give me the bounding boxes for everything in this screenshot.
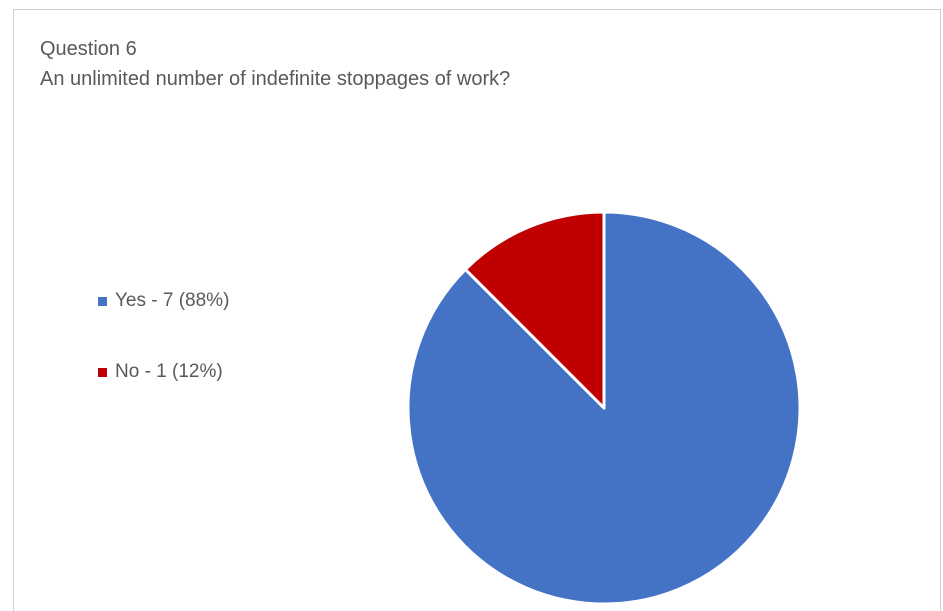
pie-slice-no: [463, 210, 606, 410]
legend-swatch-yes: [98, 296, 107, 306]
chart-subtitle: An unlimited number of indefinite stoppa…: [40, 68, 511, 90]
chart-title-block: Question 6 An unlimited number of indefi…: [40, 34, 510, 94]
legend: Yes - 7 (88%) No - 1 (12%): [98, 287, 229, 429]
chart-title: Question 6: [40, 38, 137, 60]
legend-label-no: No - 1 (12%): [115, 361, 223, 382]
legend-item-yes: Yes - 7 (88%): [98, 287, 229, 315]
legend-swatch-no: [98, 367, 107, 377]
legend-item-no: No - 1 (12%): [98, 358, 229, 386]
legend-label-yes: Yes - 7 (88%): [115, 290, 230, 311]
pie-slices: [406, 210, 802, 606]
